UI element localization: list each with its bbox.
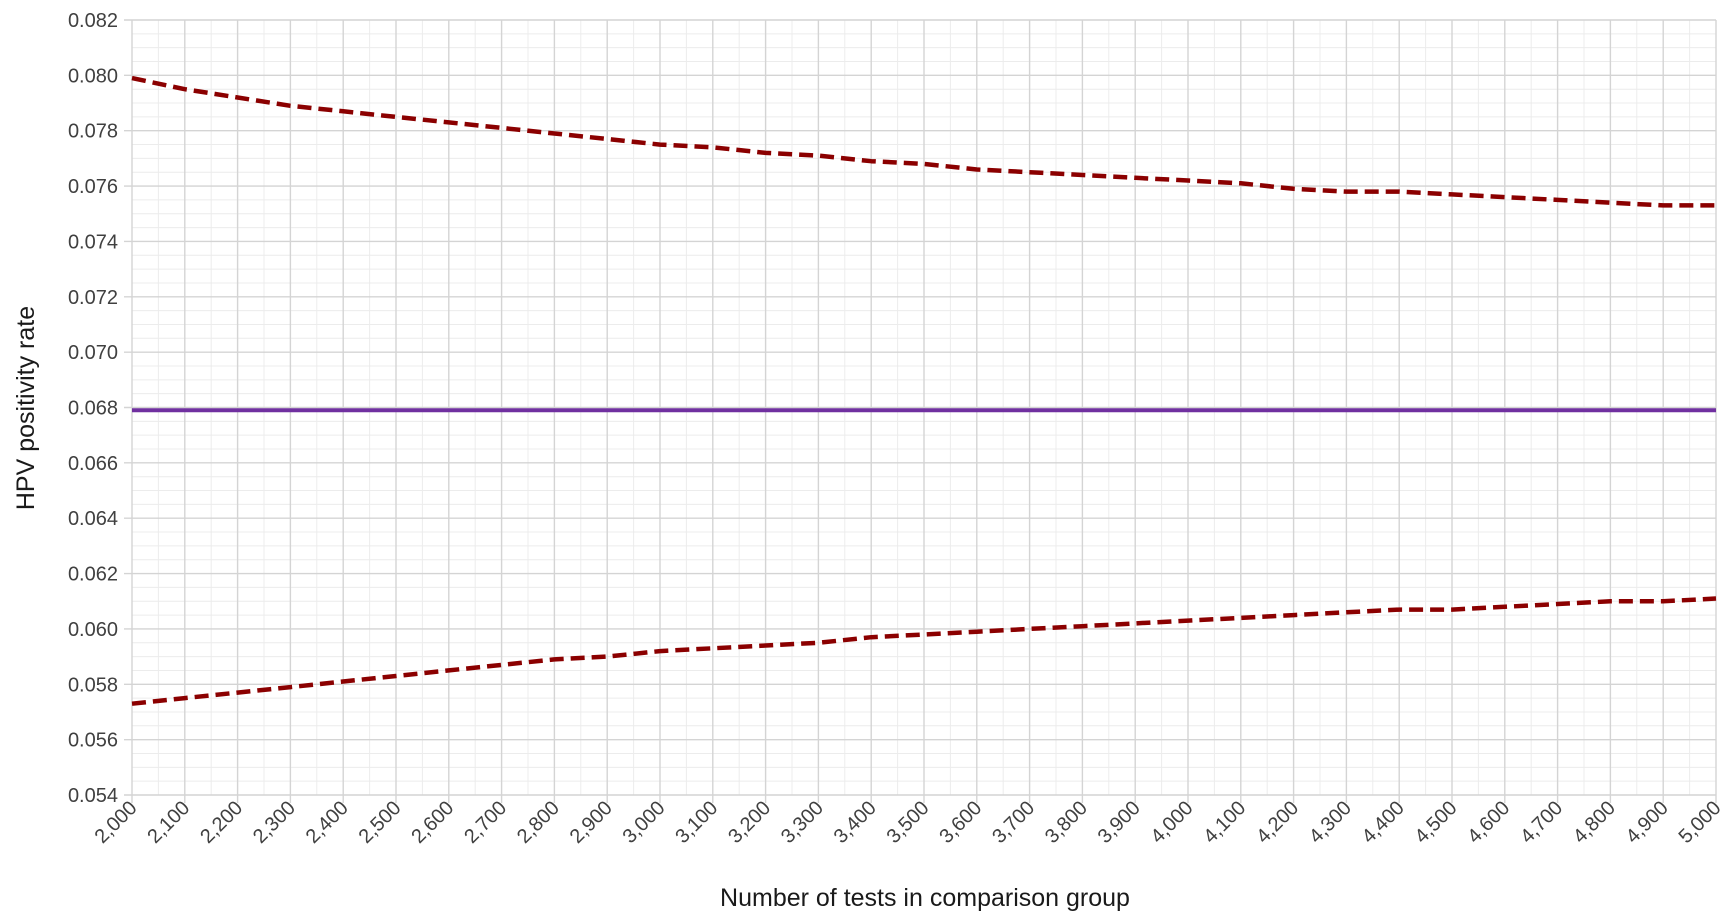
x-tick-label: 4,300 (1305, 797, 1356, 848)
y-tick-label: 0.076 (68, 176, 118, 198)
x-tick-label: 3,000 (619, 797, 670, 848)
y-tick-label: 0.078 (68, 121, 118, 143)
x-tick-label: 2,400 (302, 797, 353, 848)
x-tick-label: 4,000 (1147, 797, 1198, 848)
x-tick-label: 4,400 (1358, 797, 1409, 848)
y-tick-label: 0.072 (68, 287, 118, 309)
y-tick-label: 0.070 (68, 342, 118, 364)
y-tick-label: 0.062 (68, 564, 118, 586)
x-tick-label: 3,300 (777, 797, 828, 848)
x-tick-label: 3,400 (830, 797, 881, 848)
x-tick-label: 3,500 (883, 797, 934, 848)
x-tick-label: 2,300 (249, 797, 300, 848)
x-tick-label: 3,200 (724, 797, 775, 848)
y-tick-label: 0.064 (68, 508, 118, 530)
y-axis-title: HPV positivity rate (12, 306, 40, 510)
x-tick-label: 3,100 (671, 797, 722, 848)
x-tick-label: 2,100 (143, 797, 194, 848)
x-tick-label: 4,800 (1569, 797, 1620, 848)
x-tick-label: 4,700 (1516, 797, 1567, 848)
series-line-3 (131, 596, 1717, 706)
y-tick-label: 0.056 (68, 730, 118, 752)
x-tick-label: 4,600 (1463, 797, 1514, 848)
x-tick-label: 3,600 (935, 797, 986, 848)
x-tick-label: 2,500 (355, 797, 406, 848)
x-tick-label: 2,900 (566, 797, 617, 848)
y-axis-ticks: 0.054 0.056 0.058 0.060 0.062 0.064 0.066 0.068… (68, 10, 118, 807)
x-tick-label: 3,900 (1094, 797, 1145, 848)
x-tick-label: 5,000 (1675, 797, 1726, 848)
x-tick-label: 2,800 (513, 797, 564, 848)
x-tick-label: 3,800 (1041, 797, 1092, 848)
y-tick-label: 0.080 (68, 65, 118, 87)
y-tick-label: 0.060 (68, 619, 118, 641)
x-tick-label: 4,900 (1622, 797, 1673, 848)
y-tick-label: 0.082 (68, 10, 118, 32)
y-tick-label: 0.066 (68, 453, 118, 475)
series-lines (131, 75, 1717, 706)
x-tick-label: 4,500 (1411, 797, 1462, 848)
x-tick-label: 4,200 (1252, 797, 1303, 848)
series-line-1 (131, 75, 1716, 208)
x-axis-title: Number of tests in comparison group (720, 884, 1130, 912)
x-tick-label: 2,700 (460, 797, 511, 848)
x-axis-ticks: 2,000 2,100 2,200 2,300 2,400 2,500 2,600 2,700… (91, 797, 1726, 848)
y-tick-label: 0.054 (68, 785, 118, 807)
x-tick-label: 4,100 (1199, 797, 1250, 848)
y-tick-label: 0.074 (68, 231, 118, 253)
y-tick-label: 0.058 (68, 674, 118, 696)
y-tick-label: 0.068 (68, 398, 118, 420)
x-tick-label: 3,700 (988, 797, 1039, 848)
x-tick-label: 2,600 (407, 797, 458, 848)
gridlines (124, 19, 1717, 803)
x-tick-label: 2,200 (196, 797, 247, 848)
